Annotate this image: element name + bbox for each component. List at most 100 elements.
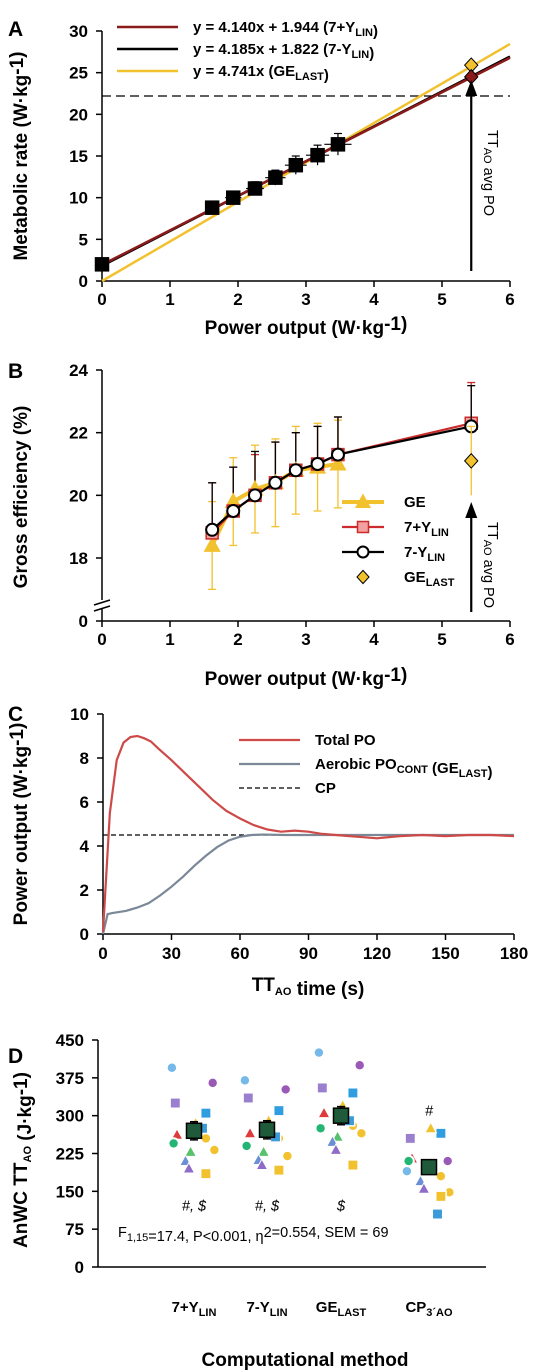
panel-a-data-point [330, 137, 346, 152]
panel-c-x-tick-label: 30 [162, 944, 181, 963]
panel-d-individual-point [434, 1127, 447, 1140]
panel-c-y-tick-label: 2 [80, 881, 89, 900]
panel-a-x-tick-label: 0 [97, 290, 106, 309]
panel-b-arrow-head [465, 502, 478, 518]
panel-b-legend-marker [356, 569, 370, 585]
panel-b-data-point [248, 488, 262, 503]
panel-d-individual-point [317, 1106, 331, 1119]
panel-c-x-tick-label: 180 [500, 944, 528, 963]
panel-d-individual-point [257, 1144, 271, 1157]
panel-b-data-point [310, 457, 325, 471]
panel-d-individual-point [424, 1121, 438, 1134]
panel-d-category-label: 7-YLIN [246, 1299, 287, 1319]
panel-d-stats-text: F1,15=17.4, P<0.001, η2=0.554, SEM = 69 [118, 1225, 389, 1245]
panel-c-legend-entry: Total PO [315, 732, 376, 749]
panel-a-x-tick-label: 2 [233, 290, 242, 309]
panel-c-x-tick-label: 120 [363, 944, 391, 963]
panel-a-arrow-head [465, 80, 478, 96]
panel-a-regression-line [101, 56, 511, 266]
panel-c-legend-entry: Aerobic POCONT (GELAST) [315, 756, 492, 781]
panel-d-category-label: GELAST [316, 1299, 367, 1319]
panel-d-mean-marker [332, 1107, 350, 1124]
panel-d-individual-point [272, 1164, 285, 1177]
panel-d-individual-point [325, 1134, 340, 1147]
panel-d-individual-point [199, 1132, 213, 1145]
panel-d-individual-point [240, 1139, 253, 1153]
panel-a-y-tick-label: 15 [69, 147, 88, 166]
panel-d-individual-point [402, 1154, 415, 1168]
panel-c-x-tick-label: 0 [98, 944, 107, 963]
panel-b-annotation: TTAO avg PO [480, 522, 500, 608]
panel-d-individual-point [208, 1143, 221, 1157]
panel-b-y-tick-label: 22 [69, 424, 88, 443]
panel-d-individual-point [243, 1126, 257, 1139]
panel-b-x-axis-title: Power output (W·kg-1) [205, 665, 408, 690]
panel-d-category-label: 7+YLIN [172, 1299, 217, 1319]
panel-d-individual-point [434, 1170, 448, 1183]
panel-b-legend-entry: GELAST [404, 569, 455, 589]
panel-a-y-tick-label: 5 [79, 230, 88, 249]
panel-d-individual-point [165, 1061, 179, 1074]
panel-b-data-point [268, 475, 283, 490]
panel-d-individual-point [238, 1074, 252, 1087]
panel-c-label: C [8, 703, 23, 726]
panel-d-mean-marker [258, 1121, 276, 1139]
panel-a-data-point [94, 257, 110, 272]
panel-b: B 0 1 2 3 4 5 6 0 18 20 22 24 Power output (W·kg-1) Gr… [8, 360, 515, 690]
panel-a-data-point [225, 190, 241, 205]
panel-d-individual-point [417, 1181, 431, 1194]
panel-b-x-tick-label: 4 [369, 630, 379, 649]
panel-b-x-tick-label: 3 [301, 630, 310, 649]
panel-a: A 0 1 2 3 4 5 6 0 5 10 15 20 25 30 Power output (W·kg-1… [7, 18, 515, 339]
panel-d-y-tick-label: 450 [56, 1031, 84, 1050]
panel-d-individual-point [279, 1083, 292, 1096]
panel-d-x-axis-title: Computational method [202, 1350, 409, 1371]
panel-c-x-tick-label: 150 [431, 944, 459, 963]
panel-d-significance: #, $ [182, 1199, 207, 1215]
panel-a-y-tick-label: 10 [69, 189, 88, 208]
panel-b-legend-entry: 7+YLIN [404, 519, 449, 539]
panel-b-axis-break [93, 599, 111, 606]
panel-c-y-axis-title: Power output (W·kg-1) [7, 723, 32, 926]
panel-b-x-tick-label: 6 [505, 630, 514, 649]
panel-c-y-tick-label: 6 [80, 793, 89, 812]
panel-a-y-tick-label: 25 [69, 64, 88, 83]
panel-b-y-tick-label: 18 [69, 549, 88, 568]
panel-d-individual-point [199, 1107, 212, 1120]
panel-b-legend-entry: 7-YLIN [404, 544, 445, 564]
panel-a-y-tick-label: 30 [69, 22, 88, 41]
panel-b-data-point [288, 463, 303, 478]
panel-b-x-tick-label: 5 [437, 630, 446, 649]
panel-c-y-tick-label: 4 [80, 837, 90, 856]
panel-b-data-point [329, 454, 347, 471]
panel-d-individual-point [169, 1097, 182, 1110]
panel-b-data-point [330, 447, 345, 462]
panel-d-significance: $ [336, 1199, 346, 1215]
panel-d-individual-point [206, 1076, 219, 1090]
panel-d-individual-point [312, 1046, 326, 1059]
panel-a-data-point [288, 157, 304, 173]
panel-d-individual-point [316, 1081, 329, 1094]
panel-b-y-tick-label: 24 [69, 361, 88, 380]
panel-b-x-tick-label: 2 [233, 630, 242, 649]
panel-a-data-point [310, 147, 325, 163]
panel-c-x-tick-label: 60 [231, 944, 250, 963]
panel-a-y-tick-label: 0 [79, 272, 88, 291]
panel-d-y-tick-label: 150 [56, 1182, 84, 1201]
panel-b-data-point [203, 536, 221, 552]
panel-d-label: D [8, 1045, 23, 1068]
panel-a-legend-entry: y = 4.741x (GELAST) [193, 63, 329, 84]
panel-d-y-tick-label: 300 [56, 1107, 84, 1126]
panel-d-individual-point [441, 1154, 454, 1168]
panel-d-individual-point [242, 1092, 255, 1104]
panel-a-y-axis-title: Metabolic rate (W·kg-1) [7, 51, 32, 260]
panel-d-mean-marker [185, 1122, 203, 1140]
panel-a-x-tick-label: 1 [165, 290, 174, 309]
panel-c-series-line [101, 833, 514, 935]
panel-c-x-axis-title: TTAO time (s) [252, 975, 365, 1000]
panel-d-individual-point [331, 1129, 345, 1142]
panel-a-x-tick-label: 6 [505, 290, 514, 309]
panel-d-y-tick-label: 225 [56, 1145, 84, 1164]
panel-d-individual-point [346, 1087, 359, 1099]
